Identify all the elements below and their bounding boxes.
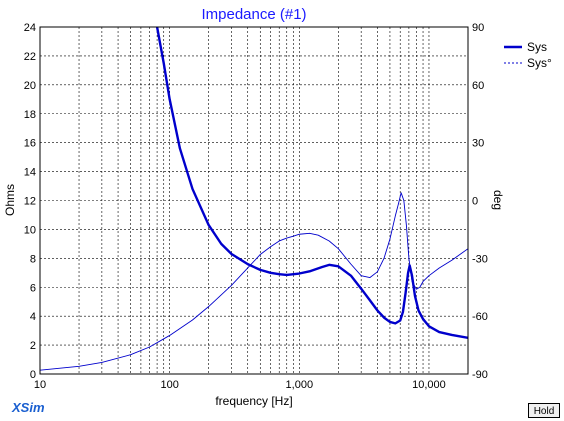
x-tick-label: 100 [160, 379, 178, 391]
y-tick-label: 12 [24, 196, 36, 208]
y-tick-label: 6 [30, 282, 36, 294]
y-tick-label: 0 [30, 369, 36, 381]
series-line-phase [40, 192, 468, 371]
plot-frame [39, 26, 469, 375]
y2-tick-label: -90 [472, 369, 488, 381]
y-tick-label: 2 [30, 340, 36, 352]
x-tick-label: 1,000 [286, 379, 314, 391]
y-tick-label: 8 [30, 253, 36, 265]
y-tick-label: 10 [24, 224, 36, 236]
y2-tick-label: -60 [472, 311, 488, 323]
x-axis-label: frequency [Hz] [215, 394, 292, 408]
chart-title: Impedance (#1) [201, 6, 306, 23]
x-tick-label: 10,000 [412, 379, 446, 391]
series-line-impedance [155, 27, 468, 340]
y-tick-label: 20 [24, 80, 36, 92]
y2-tick-label: 60 [472, 80, 484, 92]
legend-label-sys-phase: Sys° [527, 56, 552, 70]
xsim-logo: XSim [12, 400, 45, 415]
y-tick-label: 14 [24, 167, 36, 179]
y2-axis-label: deg [491, 190, 505, 210]
y2-tick-label: 30 [472, 138, 484, 150]
x-tick-label: 10 [34, 379, 46, 391]
y2-tick-label: -30 [472, 253, 488, 265]
y-tick-label: 22 [24, 51, 36, 63]
hold-button[interactable]: Hold [528, 403, 560, 418]
y-tick-label: 18 [24, 109, 36, 121]
y-axis-label: Ohms [3, 184, 17, 216]
y-tick-label: 4 [30, 311, 36, 323]
y-tick-label: 16 [24, 138, 36, 150]
y-tick-label: 24 [24, 22, 36, 34]
legend: Sys Sys° [504, 40, 552, 70]
y2-tick-label: 0 [472, 196, 478, 208]
legend-label-sys: Sys [527, 40, 547, 54]
y2-tick-label: 90 [472, 22, 484, 34]
